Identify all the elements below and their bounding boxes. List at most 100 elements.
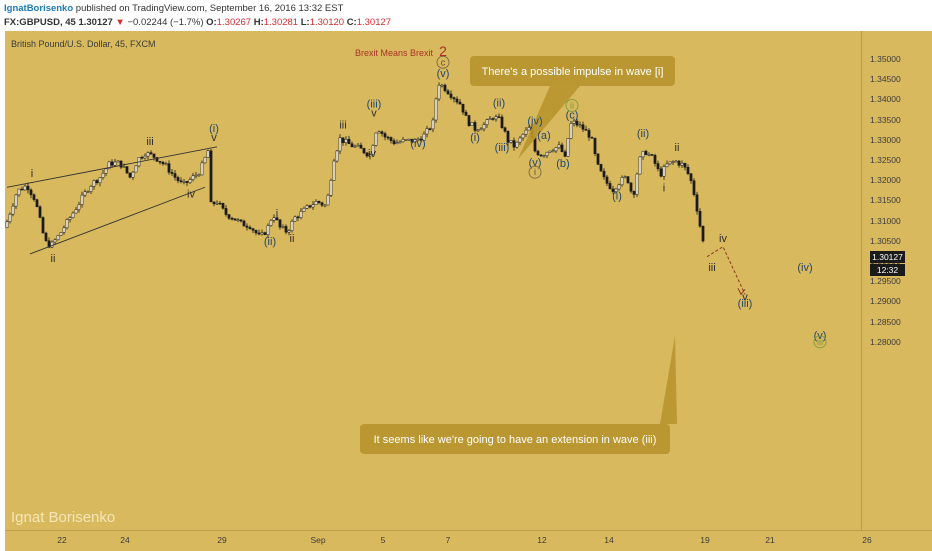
author-name[interactable]: IgnatBorisenko [4,3,74,14]
candle-body [653,155,657,164]
candle-body [443,84,447,92]
candle-body [407,138,411,141]
candle-body [125,166,129,174]
time-tick: 7 [445,535,451,545]
candle-body [638,156,642,175]
candle-body [629,182,633,192]
candle-body [260,232,264,235]
impulse-callout-box [470,56,675,86]
wave-label: iv [368,148,376,160]
candle-body [689,173,693,182]
candle-body [611,188,615,192]
candle-body [134,165,138,173]
candle-body [155,157,159,162]
wave-label: ii [570,100,574,110]
extension-callout-pointer [660,336,677,424]
candle-body [206,150,210,158]
candle-body [668,161,672,165]
candle-body [491,118,495,120]
wave-label: (c) [566,110,579,122]
candle-body [503,127,507,132]
candle-body [80,194,84,205]
candle-body [146,152,150,157]
candle-body [410,138,414,143]
wave-label: (iii) [495,142,510,154]
candle-body [272,217,276,221]
time-tick: Sep [310,535,326,545]
candle-body [506,131,510,143]
candle-body [215,202,219,205]
candle-body [479,128,483,131]
wave-label: iii [339,120,346,132]
candle-body [419,138,423,141]
price-axis[interactable]: 1.35000 1.34500 1.34000 1.33500 1.33000 1.325… [861,31,932,530]
candle-body [23,185,27,191]
candle-body [191,175,195,180]
time-tick: 26 [862,535,872,545]
candle-body [512,140,516,148]
candle-body [167,163,171,173]
candle-body [593,138,597,155]
candle-body [32,194,36,200]
candle-body [299,211,303,218]
candle-body [11,205,15,215]
wedge-lower-line [29,186,206,255]
candle-body [650,154,654,156]
candle-body [5,221,9,228]
candle-body [413,139,417,143]
candle-body [92,180,96,187]
candle-body [596,153,600,165]
candle-body [332,160,336,181]
candle-body [626,176,630,184]
candle-body [119,160,123,168]
candle-body [386,136,390,139]
wave-label: iii [146,136,153,148]
wave-label: (iii) [367,98,382,110]
candle-body [542,155,546,157]
candle-body [173,173,177,178]
candle-body [455,98,459,103]
candle-body [581,124,585,130]
candle-body [8,213,12,222]
candle-body [575,120,579,126]
candle-body [101,172,105,178]
author-watermark: Ignat Borisenko [11,509,116,526]
candle-body [380,131,384,134]
candle-body [239,219,243,222]
price-tick: 1.33000 [870,134,901,145]
candle-body [563,151,567,157]
projection-arrowhead [737,288,746,296]
candle-body [251,228,255,231]
candle-body [98,177,102,184]
candle-body [26,185,30,191]
candle-body [566,138,570,157]
candle-body [515,141,519,148]
candle-body [473,122,477,131]
wave-label: (iv) [527,116,542,128]
candle-body [266,225,270,235]
candle-body [500,116,504,128]
close-label: C: [346,17,357,28]
candle-body [353,145,357,148]
candle-body [38,206,42,218]
chart-plot-area[interactable]: British Pound/U.S. Dollar, 45, FXCM Ther… [5,31,861,530]
wave-label: c [441,57,446,67]
candle-body [434,98,438,121]
candle-body [17,188,21,196]
price-tick: 1.33500 [870,114,901,125]
candle-body [476,129,480,132]
open-label: O: [206,17,217,28]
candle-body [350,143,354,148]
candle-body [587,130,591,138]
candle-body [374,132,378,146]
candle-body [425,128,429,135]
candle-body [68,217,72,220]
candle-body [437,84,441,100]
candle-body [329,180,333,196]
candle-body [608,183,612,190]
candle-body [176,177,180,181]
candle-body [449,93,453,98]
time-tick: 29 [217,535,227,545]
time-axis[interactable]: 22 24 29 Sep 5 7 12 14 19 21 26 [5,530,932,551]
candle-body [308,205,312,208]
